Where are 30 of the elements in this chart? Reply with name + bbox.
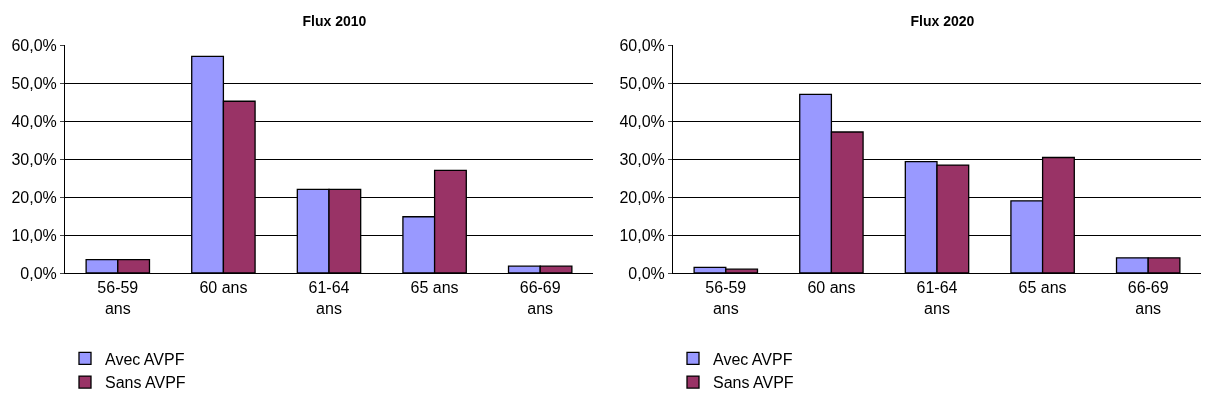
x-tick-label: 65 ans (410, 279, 459, 297)
chart-title: Flux 2010 (302, 13, 367, 30)
y-tick-label: 60,0% (619, 36, 665, 54)
y-tick-label: 60,0% (11, 36, 57, 54)
x-tick-label: 56-59 ans (97, 279, 139, 317)
y-tick-label: 20,0% (619, 188, 665, 206)
y-tick-label: 0,0% (628, 264, 665, 282)
legend-label: Sans AVPF (105, 374, 186, 392)
x-tick-label: 65 ans (1018, 279, 1067, 297)
y-tick-label: 10,0% (619, 226, 665, 244)
y-tick-label: 30,0% (11, 150, 57, 168)
y-tick-label: 20,0% (11, 188, 57, 206)
y-tick-label: 50,0% (11, 74, 57, 92)
x-tick-label: 60 ans (199, 279, 248, 297)
chart-title: Flux 2020 (910, 13, 975, 30)
y-tick-label: 10,0% (11, 226, 57, 244)
x-tick-label: 56-59 ans (705, 279, 747, 317)
y-tick-label: 40,0% (619, 112, 665, 130)
legend-label: Avec AVPF (713, 350, 793, 368)
legend-label: Avec AVPF (105, 350, 185, 368)
y-tick-label: 50,0% (619, 74, 665, 92)
x-tick-label: 60 ans (807, 279, 856, 297)
legend-label: Sans AVPF (713, 374, 794, 392)
x-tick-label: 66-69 ans (1127, 279, 1169, 317)
x-tick-label: 61-64 ans (308, 279, 350, 317)
y-tick-label: 0,0% (20, 264, 57, 282)
x-tick-label: 66-69 ans (519, 279, 561, 317)
y-tick-label: 40,0% (11, 112, 57, 130)
y-tick-label: 30,0% (619, 150, 665, 168)
x-tick-label: 61-64 ans (916, 279, 958, 317)
